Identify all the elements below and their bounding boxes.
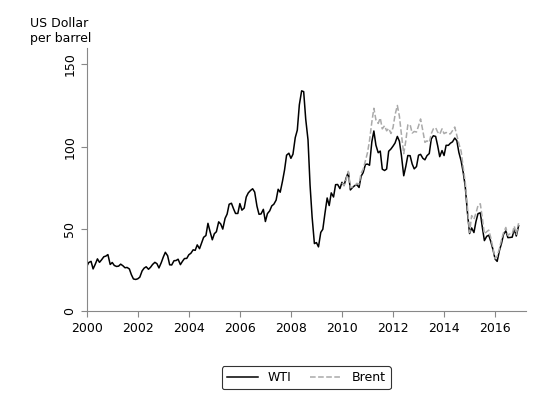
WTI bbox=[299, 89, 305, 93]
Brent bbox=[515, 221, 522, 225]
WTI bbox=[132, 277, 139, 282]
Brent bbox=[483, 229, 490, 234]
WTI bbox=[83, 264, 90, 269]
WTI bbox=[158, 260, 165, 265]
Legend: WTI, Brent: WTI, Brent bbox=[222, 366, 391, 389]
Brent bbox=[428, 131, 435, 136]
WTI bbox=[407, 153, 414, 158]
Brent bbox=[339, 180, 345, 185]
Text: US Dollar
per barrel: US Dollar per barrel bbox=[30, 17, 91, 45]
WTI bbox=[515, 223, 522, 228]
WTI bbox=[130, 277, 137, 281]
WTI bbox=[305, 138, 311, 142]
Brent bbox=[420, 128, 426, 133]
Brent bbox=[350, 184, 356, 189]
Brent bbox=[341, 183, 347, 188]
Line: Brent: Brent bbox=[342, 105, 519, 259]
Line: WTI: WTI bbox=[87, 91, 519, 279]
Brent bbox=[394, 103, 401, 108]
WTI bbox=[201, 235, 207, 240]
WTI bbox=[313, 240, 320, 245]
Brent bbox=[475, 203, 481, 208]
Brent bbox=[492, 256, 498, 261]
